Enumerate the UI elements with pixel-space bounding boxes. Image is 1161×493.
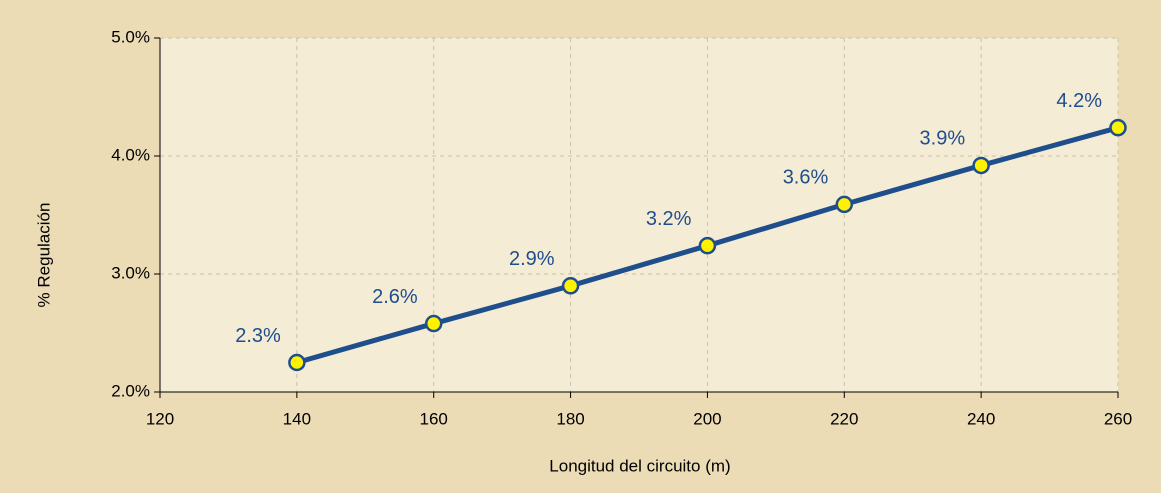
y-tick-label: 4.0%: [111, 145, 150, 164]
x-axis-title: Longitud del circuito (m): [549, 456, 730, 475]
data-label: 3.6%: [783, 167, 829, 189]
x-tick-label: 200: [693, 409, 721, 428]
y-axis-title: % Regulación: [34, 203, 53, 308]
x-tick-label: 180: [556, 409, 584, 428]
data-label: 3.2%: [646, 208, 692, 230]
data-point: [972, 156, 990, 175]
data-label: 2.6%: [372, 286, 418, 308]
data-point: [424, 314, 443, 333]
x-tick-label: 160: [420, 409, 448, 428]
data-point: [1109, 118, 1127, 137]
x-tick-label: 120: [146, 409, 174, 428]
data-point: [698, 236, 717, 255]
x-tick-label: 260: [1104, 409, 1132, 428]
data-label: 2.9%: [509, 248, 555, 270]
x-tick-label: 220: [830, 409, 858, 428]
data-point: [835, 195, 854, 214]
y-tick-label: 3.0%: [111, 263, 150, 282]
x-tick-label: 240: [967, 409, 995, 428]
data-point: [288, 353, 306, 372]
y-tick-label: 2.0%: [111, 381, 150, 400]
data-label: 3.9%: [920, 128, 966, 150]
x-tick-label: 140: [283, 409, 311, 428]
data-label: 2.3%: [235, 325, 281, 347]
plot-area: [160, 38, 1118, 392]
y-tick-label: 5.0%: [111, 27, 150, 46]
data-label: 4.2%: [1056, 90, 1102, 112]
data-point: [561, 277, 580, 295]
